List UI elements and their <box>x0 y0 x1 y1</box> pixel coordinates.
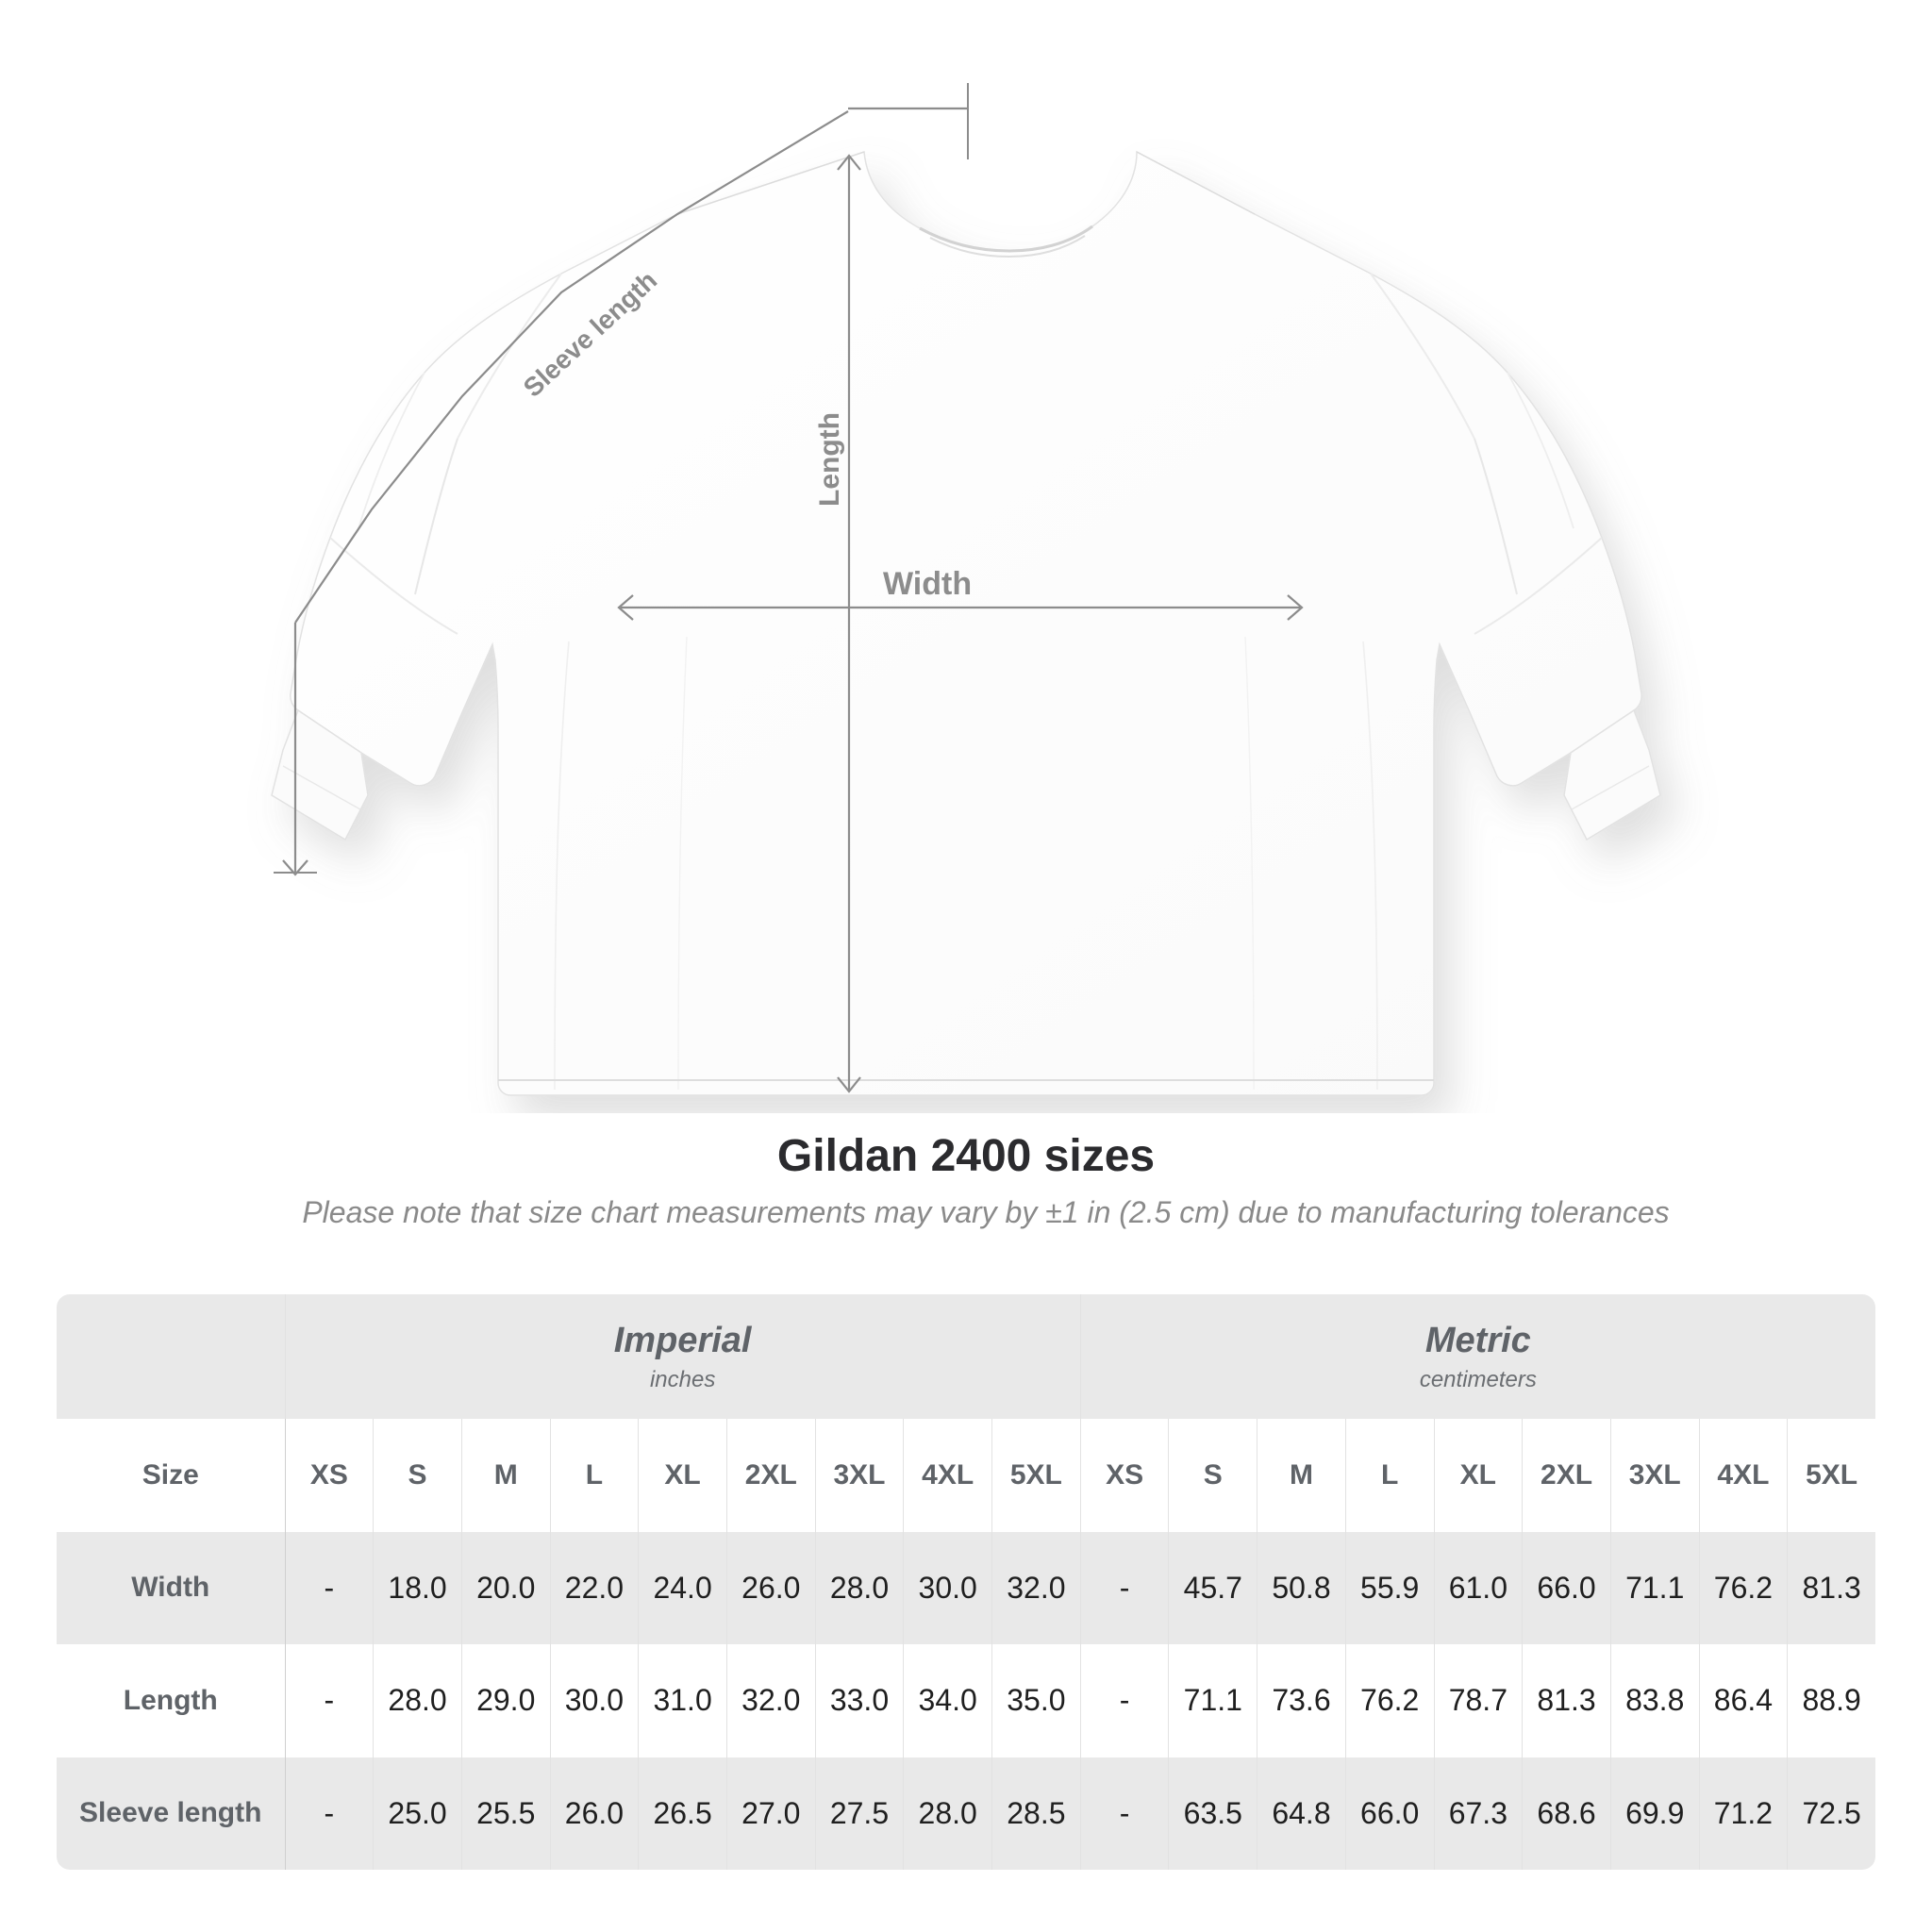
svg-text:Length: Length <box>814 412 845 507</box>
svg-text:Width: Width <box>883 566 972 602</box>
